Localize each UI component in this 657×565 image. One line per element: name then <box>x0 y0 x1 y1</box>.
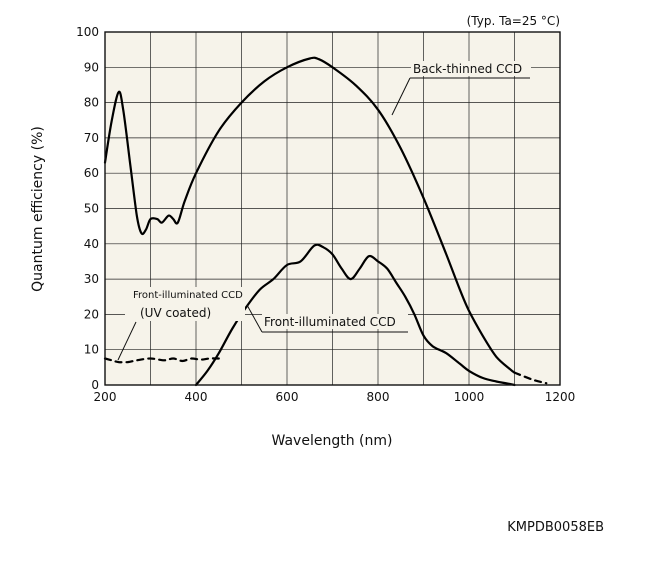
x-tick-label: 1200 <box>545 390 576 404</box>
y-tick-label: 30 <box>84 272 99 286</box>
y-tick-label: 10 <box>84 343 99 357</box>
tick-labels: 200 400 600 800 1000 1200 0 10 20 30 40 50 60 70 80 90 1… <box>76 25 575 404</box>
y-tick-label: 100 <box>76 25 99 39</box>
x-tick-label: 1000 <box>454 390 485 404</box>
front-uv-label-line2: (UV coated) <box>140 306 211 320</box>
front-illuminated-label: Front-illuminated CCD <box>264 315 396 329</box>
y-tick-label: 50 <box>84 202 99 216</box>
y-axis-label: Quantum efficiency (%) <box>30 126 46 292</box>
front-uv-label-bg <box>125 287 245 321</box>
x-axis-label: Wavelength (nm) <box>272 433 393 449</box>
y-tick-label: 60 <box>84 166 99 180</box>
y-tick-label: 80 <box>84 96 99 110</box>
front-uv-leader <box>117 321 137 361</box>
back-thinned-label-bg <box>411 61 531 76</box>
x-tick-label: 600 <box>276 390 299 404</box>
y-tick-label: 0 <box>91 378 99 392</box>
front-uv-label-line1: Front-illuminated CCD <box>133 290 243 301</box>
series-line-0 <box>103 56 516 374</box>
back-thinned-leader <box>391 77 411 116</box>
y-tick-label: 40 <box>84 237 99 251</box>
front-illuminated-leader <box>246 304 263 333</box>
x-tick-label: 800 <box>367 390 390 404</box>
condition-label: (Typ. Ta=25 °C) <box>467 14 560 28</box>
plot-frame <box>104 31 561 386</box>
x-tick-label: 200 <box>94 390 117 404</box>
document-code: KMPDB0058EB <box>507 520 604 535</box>
x-tick-label: 400 <box>185 390 208 404</box>
series-layer <box>103 56 548 387</box>
y-tick-label: 20 <box>84 307 99 321</box>
y-tick-label: 70 <box>84 131 99 145</box>
series-line-3 <box>103 357 220 364</box>
series-line-1 <box>513 371 548 385</box>
y-tick-label: 90 <box>84 60 99 74</box>
front-illuminated-label-bg <box>262 314 408 329</box>
series-line-2 <box>194 243 516 387</box>
back-thinned-label: Back-thinned CCD <box>413 62 522 76</box>
